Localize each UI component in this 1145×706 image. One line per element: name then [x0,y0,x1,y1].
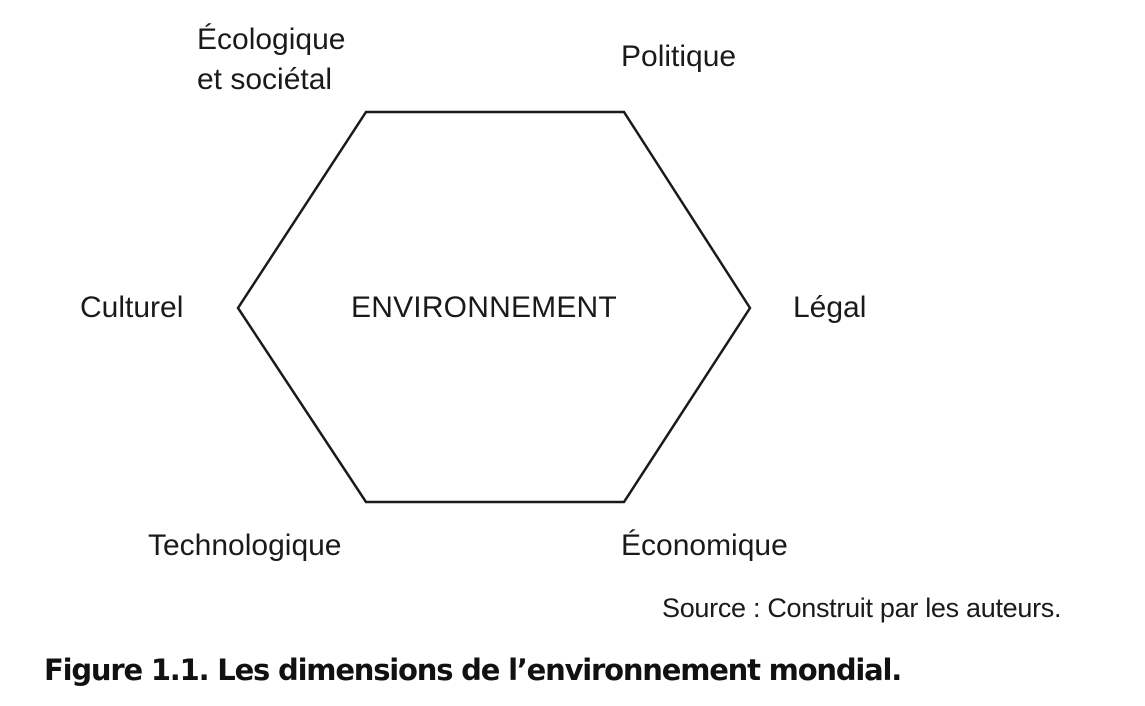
source-note: Source : Construit par les auteurs. [662,593,1062,623]
label-economique: Économique [621,529,788,562]
center-label-environnement: ENVIRONNEMENT [351,291,617,324]
label-politique: Politique [621,40,737,73]
label-ecologique-line2: et sociétal [197,63,333,96]
label-ecologique-line1: Écologique [197,23,346,56]
label-culturel: Culturel [80,291,184,324]
environment-hexagon [236,110,752,504]
label-technologique: Technologique [148,529,342,562]
figure-caption: Figure 1.1. Les dimensions de l’environn… [44,653,902,687]
label-legal: Légal [793,291,867,324]
